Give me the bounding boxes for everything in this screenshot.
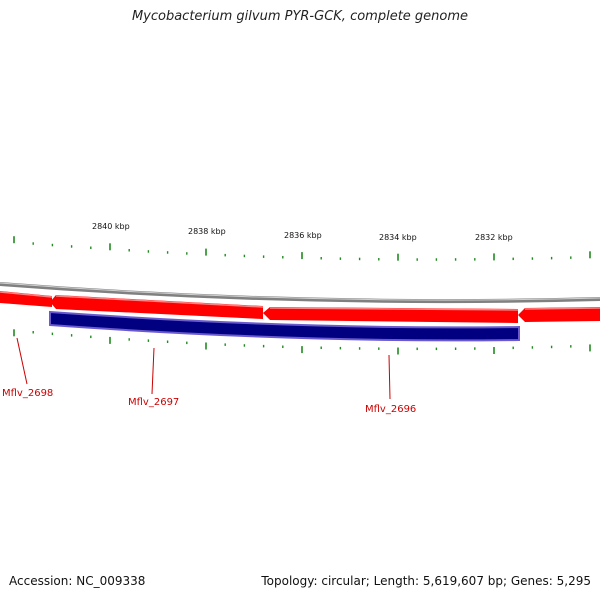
tick-label-2840: 2840 kbp: [92, 222, 130, 231]
gene-arrow-mflv-2696[interactable]: [263, 307, 518, 323]
gene-label-mflv-2698[interactable]: Mflv_2698: [2, 388, 53, 399]
gene-arrow-next[interactable]: [518, 307, 600, 322]
tick-label-2834: 2834 kbp: [379, 233, 417, 242]
gene-label-mflv-2696[interactable]: Mflv_2696: [365, 404, 416, 415]
tick-label-2832: 2832 kbp: [475, 233, 513, 242]
outer-tick-ring: [13, 236, 591, 261]
backbone-arc-highlight: [0, 282, 600, 301]
tick-label-2836: 2836 kbp: [284, 231, 322, 240]
gene-features: [0, 291, 600, 323]
tick-label-2838: 2838 kbp: [188, 227, 226, 236]
cds-bar[interactable]: [49, 310, 520, 342]
backbone-arc: [0, 282, 600, 304]
inner-tick-ring: [13, 329, 591, 355]
accession-text: Accession: NC_009338: [9, 574, 146, 588]
gene-arrow-mflv-2697[interactable]: [50, 295, 263, 319]
gene-arrow-highlight: [0, 291, 600, 311]
genome-summary-text: Topology: circular; Length: 5,619,607 bp…: [261, 574, 591, 588]
tick-labels: 2840 kbp 2838 kbp 2836 kbp 2834 kbp 2832…: [92, 222, 513, 242]
gene-label-mflv-2697[interactable]: Mflv_2697: [128, 397, 179, 408]
leader-line-mflv-2696: [388, 354, 391, 400]
map-title: Mycobacterium gilvum PYR-GCK, complete g…: [131, 9, 469, 24]
leader-line-mflv-2698: [16, 337, 28, 385]
leader-line-mflv-2697: [151, 347, 155, 395]
